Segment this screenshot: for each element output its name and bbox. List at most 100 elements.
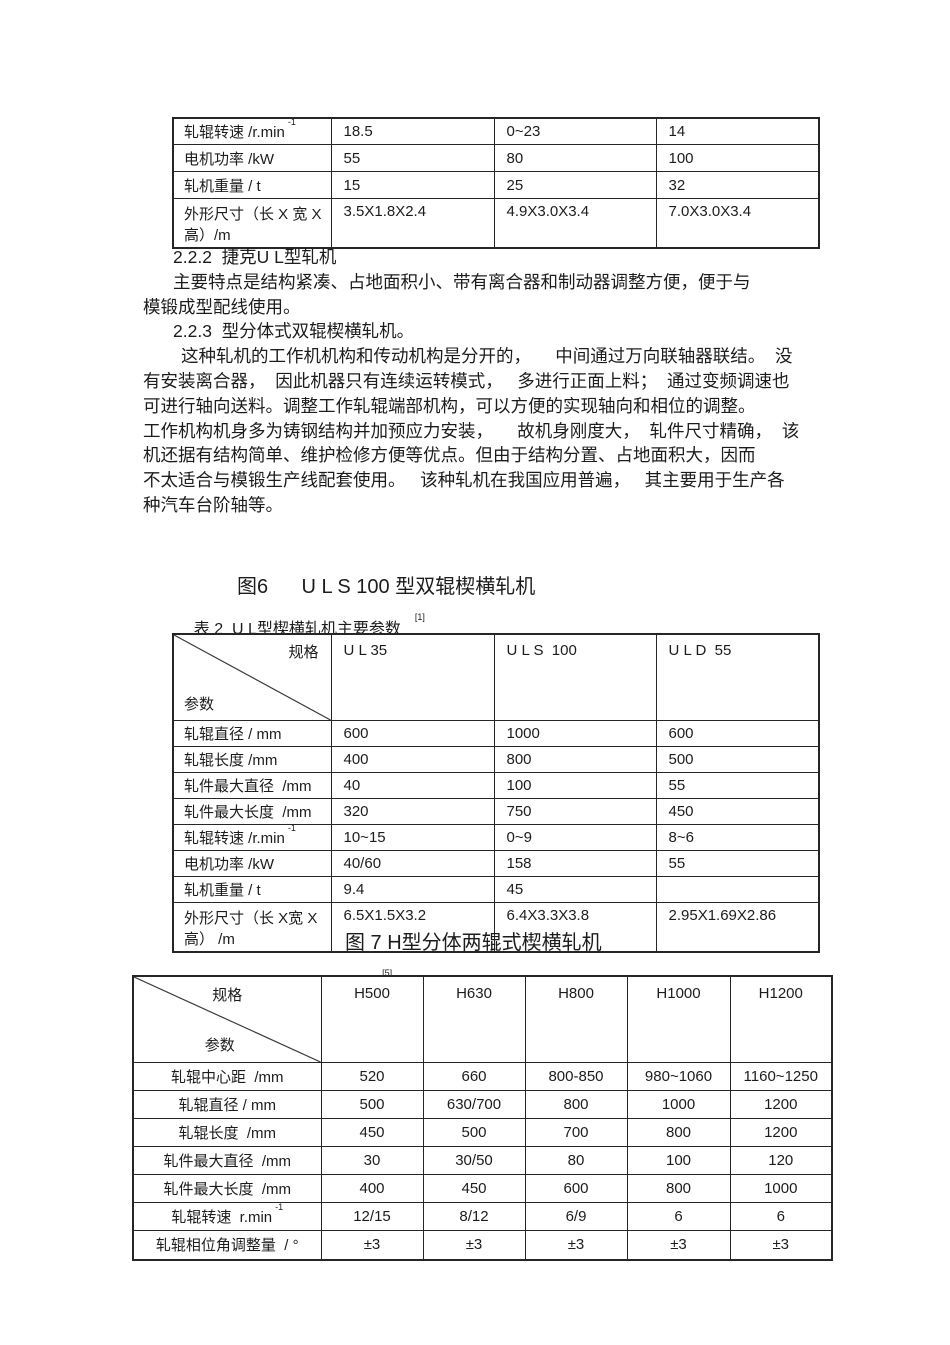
paragraph-line: 模锻成型配线使用。 [143,296,301,317]
row-label: 轧件最大直径 /mm [132,1146,322,1175]
section-heading-223: 2.2.3 型分体式双辊楔横轧机。 [173,321,415,342]
cell-value: ±3 [729,1230,833,1260]
column-header: H1200 [729,975,833,1063]
column-header: U L S 100 [493,633,657,721]
row-label-text: 轧件最大长度 /mm [163,1181,292,1198]
row-label-text: 轧辊转速 r.min [171,1209,273,1226]
column-header: H800 [524,975,628,1063]
row-label-text: 轧辊直径 / mm [184,726,282,743]
row-label: 轧辊转速 /r.min-1 [172,824,332,851]
figure6-caption: 图6 U L S 100 型双辊楔横轧机 [237,576,536,598]
cell-value: 700 [524,1118,628,1147]
superscript: -1 [275,1202,284,1213]
diagonal-line [174,635,331,720]
cell-value: 800 [493,746,657,773]
table-row: 轧辊长度 /mm 400 800 500 [172,746,820,773]
row-label: 轧机重量 / t [172,171,332,199]
cell-value: 40 [330,772,495,799]
table-row: 轧辊转速 /r.min-1 18.5 0~23 14 [172,117,820,145]
row-label: 轧辊相位角调整量 / ° [132,1230,322,1260]
paragraph-line: 有安装离合器， 因此机器只有连续运转模式， 多进行正面上料； 通过变频调速也 [143,370,790,391]
table-row: 轧件最大长度 /mm 400 450 600 800 1000 [132,1174,833,1203]
cell-value: 10~15 [330,824,495,851]
table-row: 外形尺寸（长 X 宽 X 高）/m 3.5X1.8X2.4 4.9X3.0X3.… [172,198,820,249]
cell-value: 40/60 [330,850,495,877]
row-label-text: 轧辊直径 / mm [178,1097,277,1114]
cell-value: 600 [655,720,820,747]
cell-value: 450 [320,1118,424,1147]
table-row: 轧机重量 / t 15 25 32 [172,171,820,199]
table-row: 电机功率 /kW 40/60 158 55 [172,850,820,877]
cell-value: 660 [422,1062,526,1091]
row-label-text: 轧辊长度 /mm [178,1125,277,1142]
cell-value: 6 [626,1202,731,1231]
paragraph-line: 种汽车台阶轴等。 [143,494,283,515]
table-row: 轧辊转速 r.min-1 12/15 8/12 6/9 6 6 [132,1202,833,1231]
cell-value: 1000 [493,720,657,747]
row-label: 轧辊直径 / mm [132,1090,322,1119]
cell-value: 1000 [729,1174,833,1203]
cell-value: 400 [330,746,495,773]
row-label-text: 轧件最大直径 /mm [163,1153,292,1170]
citation-superscript: [5] [382,967,393,978]
section-heading-222: 2.2.2 捷克U L型轧机 [173,247,337,267]
paragraph-line: 主要特点是结构紧凑、占地面积小、带有离合器和制动器调整方便，便于与 [173,271,751,292]
paragraph-line: 工作机构机身多为铸钢结构并加预应力安装， 故机身刚度大， 轧件尺寸精确， 该 [143,420,800,441]
cell-value: 500 [422,1118,526,1147]
row-label: 电机功率 /kW [172,144,332,172]
cell-value: 0~23 [493,117,657,145]
cell-value: 1200 [729,1118,833,1147]
corner-spec-label: 规格 [212,987,243,1004]
row-label-text: 轧机重量 / t [184,177,261,195]
table-row: 外形尺寸（长 X宽 X 高） /m 6.5X1.5X3.2 6.4X3.3X3.… [172,902,820,953]
row-label-text: 外形尺寸（长 X 宽 X 高）/m [184,206,322,244]
cell-value: 400 [320,1174,424,1203]
cell-value: 3.5X1.8X2.4 [330,198,495,249]
row-label-text: 轧辊中心距 /mm [171,1069,284,1086]
cell-value: 1200 [729,1090,833,1119]
table-row: 轧辊相位角调整量 / ° ±3 ±3 ±3 ±3 ±3 [132,1230,833,1260]
table1-continued: 轧辊转速 /r.min-1 18.5 0~23 14 电机功率 /kW 55 8… [172,117,820,249]
cell-value: 1160~1250 [729,1062,833,1091]
cell-value: 55 [655,850,820,877]
row-label: 轧辊长度 /mm [172,746,332,773]
row-label: 轧辊转速 /r.min-1 [172,117,332,145]
cell-value: 18.5 [330,117,495,145]
table3: 规格 参数 H500 H630 H800 H1000 H1200 轧辊中心距 /… [132,975,833,1261]
row-label-text: 轧件最大长度 /mm [184,804,312,821]
row-label-text: 电机功率 /kW [184,856,274,873]
cell-value: ±3 [626,1230,731,1260]
cell-value [655,876,820,903]
cell-value: 9.4 [330,876,495,903]
paragraph-line: 机还据有结构简单、维护检修方便等优点。但由于结构分置、占地面积大，因而 [143,445,756,466]
cell-value: 600 [524,1174,628,1203]
row-label-text: 电机功率 /kW [184,150,274,168]
row-label-text: 轧机重量 / t [184,882,261,899]
cell-value: 500 [320,1090,424,1119]
row-label: 轧辊长度 /mm [132,1118,322,1147]
cell-value: 320 [330,798,495,825]
cell-value: 100 [655,144,820,172]
paragraph-line: 不太适合与模锻生产线配套使用。 该种轧机在我国应用普遍， 其主要用于生产各 [143,470,785,491]
cell-value: 2.95X1.69X2.86 [655,902,820,953]
table-header-row: 规格 参数 U L 35 U L S 100 U L D 55 [172,633,820,721]
table-row: 轧辊转速 /r.min-1 10~15 0~9 8~6 [172,824,820,851]
row-label: 电机功率 /kW [172,850,332,877]
body-text: 2.2.2 捷克U L型轧机 主要特点是结构紧凑、占地面积小、带有离合器和制动器… [0,245,950,518]
row-label: 轧件最大直径 /mm [172,772,332,799]
table-row: 轧件最大长度 /mm 320 750 450 [172,798,820,825]
row-label: 轧辊直径 / mm [172,720,332,747]
row-label-text: 轧辊长度 /mm [184,752,278,769]
superscript: -1 [287,118,296,127]
cell-value: 45 [493,876,657,903]
paragraph-line: 可进行轴向送料。调整工作轧辊端部机构，可以方便的实现轴向和相位的调整。 [143,395,756,416]
corner-header-cell: 规格 参数 [172,633,332,721]
cell-value: 450 [422,1174,526,1203]
cell-value: 450 [655,798,820,825]
corner-spec-label: 规格 [288,644,319,661]
row-label-text: 外形尺寸（长 X宽 X 高） /m [184,910,318,948]
table-row: 轧辊长度 /mm 450 500 700 800 1200 [132,1118,833,1147]
cell-value: 980~1060 [626,1062,731,1091]
cell-value: 55 [655,772,820,799]
cell-value: 15 [330,171,495,199]
